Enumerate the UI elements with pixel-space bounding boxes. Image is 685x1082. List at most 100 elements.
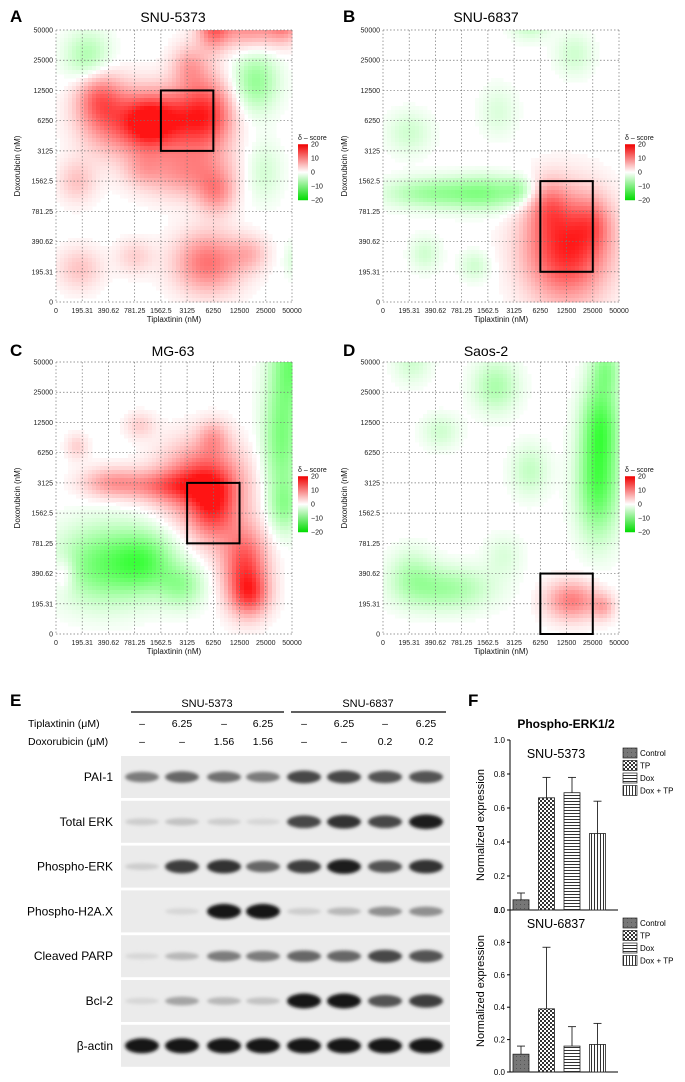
doxorubicin-dose: – (341, 736, 347, 748)
blot-band (165, 952, 199, 961)
blot-band (287, 770, 321, 784)
row-header-tiplaxtinin: Tiplaxtinin (μM) (28, 718, 100, 730)
y-tick-label: 0.6 (494, 804, 506, 813)
blot-band (409, 859, 443, 874)
row-header-doxorubicin: Doxorubicin (μM) (28, 736, 108, 748)
x-tick-label: 0 (54, 640, 58, 647)
doxorubicin-dose: 0.2 (378, 736, 393, 748)
x-tick-label: 0 (381, 308, 385, 315)
heatmap-panel-d: D Saos-2 0 195.31 390.62 781.25 1562.5 3125 62… (340, 341, 654, 656)
blot-strip: Phospho-H2A.X (27, 890, 450, 933)
y-tick-label: 0.0 (494, 906, 506, 915)
y-tick-label: 3125 (364, 480, 380, 487)
x-axis-label: Tiplaxtinin (nM) (147, 647, 202, 656)
legend-colorbar (298, 476, 308, 533)
y-tick-label: 3125 (364, 148, 380, 155)
legend-tick: 10 (311, 488, 319, 495)
x-tick-label: 12500 (230, 308, 250, 315)
blot-strip-label: PAI-1 (84, 770, 113, 784)
legend-tick: 10 (638, 488, 646, 495)
legend-label: Control (640, 919, 666, 928)
heatmap-title-b: SNU-6837 (453, 9, 519, 25)
y-tick-label: 1.0 (494, 906, 506, 915)
y-tick-label: 0 (49, 632, 53, 639)
legend-label: Dox + TP (640, 957, 673, 966)
y-tick-label: 50000 (361, 28, 381, 35)
tiplaxtinin-dose: – (221, 718, 227, 730)
x-tick-label: 25000 (256, 308, 276, 315)
x-tick-label: 781.25 (124, 640, 146, 647)
blot-band (246, 997, 280, 1005)
blot-band (207, 903, 241, 919)
panel-label-a: A (10, 7, 22, 26)
legend-swatch (622, 772, 638, 784)
legend-label: Control (640, 749, 666, 758)
bar-dox (563, 792, 581, 911)
x-tick-label: 3125 (506, 308, 522, 315)
blot-band (327, 814, 361, 829)
x-tick-label: 12500 (230, 640, 250, 647)
bar-dox-tp (589, 1044, 606, 1073)
bar-legend: Control TP Dox Dox + TP (622, 747, 673, 796)
x-axis-label: Tiplaxtinin (nM) (147, 315, 202, 324)
y-tick-label: 390.62 (32, 239, 54, 246)
blot-band (409, 950, 443, 963)
bar-tp (538, 797, 555, 911)
x-tick-label: 50000 (282, 308, 302, 315)
blot-band (207, 1038, 241, 1054)
y-axis-label: Doxorubicin (nM) (13, 467, 22, 528)
y-tick-label: 1562.5 (32, 179, 54, 186)
y-tick-label: 195.31 (359, 601, 381, 608)
y-tick-label: 25000 (361, 58, 381, 65)
blot-condition-cells: – 6.25 – 6.25 – 6.25 – 6.25 – – 1.56 1.56 – – 0.2 0.2 (139, 718, 436, 748)
legend-title: δ – score (625, 135, 654, 142)
x-tick-label: 195.31 (399, 640, 421, 647)
legend-colorbar (298, 144, 308, 201)
blot-band (327, 859, 361, 874)
tiplaxtinin-dose: 6.25 (253, 718, 274, 730)
x-tick-label: 50000 (282, 640, 302, 647)
heatmap-field (383, 362, 620, 635)
y-tick-label: 1562.5 (32, 511, 54, 518)
blot-band (165, 908, 199, 915)
y-tick-label: 390.62 (359, 571, 381, 578)
blot-band (327, 907, 361, 916)
blot-band (207, 771, 241, 783)
highlight-box (539, 180, 594, 273)
blot-band (368, 1038, 402, 1054)
y-tick-label: 0 (376, 300, 380, 307)
bar-chart-title: SNU-5373 (527, 747, 585, 761)
y-tick-label: 25000 (361, 390, 381, 397)
group-label-snu5373: SNU-5373 (181, 698, 232, 710)
legend-label: TP (640, 762, 650, 771)
y-tick-label: 6250 (364, 450, 380, 457)
bar-y-axis-label: Normalized expression (475, 769, 487, 881)
heatmap-c: 0 195.31 390.62 781.25 1562.5 3125 6250 12500 25… (13, 360, 327, 657)
doxorubicin-dose: – (139, 736, 145, 748)
y-tick-label: 6250 (37, 450, 53, 457)
legend-tick: 0 (638, 170, 642, 177)
legend-swatch (622, 930, 638, 941)
y-tick-label: 12500 (34, 88, 54, 95)
blot-band (125, 1038, 159, 1054)
x-tick-label: 0 (54, 308, 58, 315)
x-tick-label: 390.62 (98, 308, 120, 315)
y-tick-label: 0.2 (494, 872, 506, 881)
legend-swatch (622, 955, 638, 966)
bar-panel-title: Phospho-ERK1/2 (517, 717, 615, 731)
y-tick-label: 781.25 (32, 209, 54, 216)
group-label-snu6837: SNU-6837 (342, 698, 393, 710)
doxorubicin-dose: 1.56 (214, 736, 235, 748)
x-tick-label: 195.31 (72, 640, 94, 647)
blot-band (287, 950, 321, 962)
blot-band (409, 814, 443, 830)
blot-band (368, 949, 402, 963)
heatmap-panel-c: C MG-63 0 195.31 390.62 781.25 1562.5 3125 625… (10, 341, 327, 656)
x-tick-label: 781.25 (451, 640, 473, 647)
bar-tp (538, 1008, 555, 1073)
legend-tick: 0 (638, 502, 642, 509)
tiplaxtinin-dose: 6.25 (172, 718, 193, 730)
